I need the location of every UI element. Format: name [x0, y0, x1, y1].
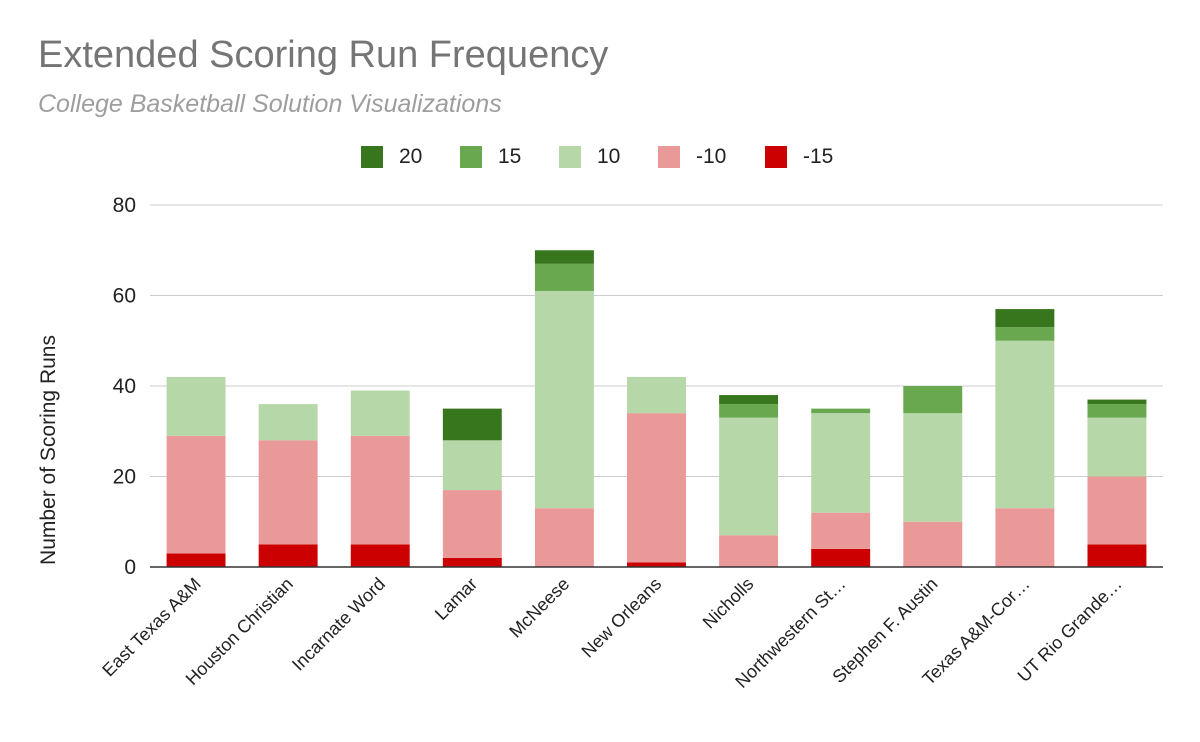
- legend-swatch: [765, 146, 787, 168]
- x-tick-label: Nicholls: [699, 574, 758, 633]
- legend-swatch: [559, 146, 581, 168]
- bar-segment[interactable]: [166, 553, 226, 567]
- bar-segment[interactable]: [350, 390, 410, 436]
- bar-segment[interactable]: [534, 508, 594, 567]
- bar-segment[interactable]: [442, 408, 502, 441]
- bar-segment[interactable]: [811, 512, 871, 549]
- legend-swatch: [658, 146, 680, 168]
- chart-subtitle: College Basketball Solution Visualizatio…: [38, 90, 502, 118]
- legend-label: 15: [498, 145, 522, 168]
- bar-segment[interactable]: [811, 548, 871, 567]
- bar-segment[interactable]: [627, 413, 686, 563]
- x-tick-label: McNeese: [505, 574, 573, 642]
- bar-segment[interactable]: [166, 376, 226, 436]
- bar-segment[interactable]: [719, 395, 779, 405]
- bar-segment[interactable]: [1087, 404, 1147, 418]
- bar-segment[interactable]: [258, 440, 318, 545]
- bar-segment[interactable]: [811, 408, 871, 414]
- bar-segment[interactable]: [350, 544, 410, 567]
- bar-segment[interactable]: [442, 440, 502, 491]
- legend-item-15[interactable]: 15: [460, 143, 521, 171]
- bars: [166, 250, 1147, 567]
- y-tick-label: 20: [113, 466, 136, 489]
- bar-segment[interactable]: [350, 435, 410, 545]
- legend-label: 10: [597, 145, 621, 168]
- bar-segment[interactable]: [1087, 544, 1147, 567]
- y-tick-label: 0: [124, 556, 136, 579]
- bar-segment[interactable]: [719, 535, 779, 567]
- legend-swatch: [361, 146, 383, 168]
- chart-title: Extended Scoring Run Frequency: [38, 34, 609, 76]
- bar-segment[interactable]: [258, 404, 318, 441]
- legend-label: 20: [399, 145, 423, 168]
- legend: 20 15 10 -10 -15: [0, 143, 1200, 171]
- bar-segment[interactable]: [995, 309, 1055, 328]
- bar-segment[interactable]: [442, 490, 502, 558]
- bar-segment[interactable]: [903, 521, 963, 567]
- x-tick-label: New Orleans: [578, 574, 666, 662]
- x-tick-label: Incarnate Word: [288, 574, 389, 675]
- bar-segment[interactable]: [442, 557, 502, 567]
- bar-segment[interactable]: [534, 290, 594, 509]
- bar-segment[interactable]: [1087, 399, 1147, 405]
- bar-segment[interactable]: [903, 413, 963, 522]
- bar-segment[interactable]: [995, 327, 1055, 341]
- bar-segment[interactable]: [534, 263, 594, 291]
- y-axis-ticks: 0 20 40 60 80: [113, 194, 136, 579]
- bar-segment[interactable]: [1087, 417, 1147, 477]
- bar-segment[interactable]: [719, 404, 779, 418]
- bar-segment[interactable]: [719, 417, 779, 536]
- y-tick-label: 80: [113, 194, 136, 217]
- legend-item-20[interactable]: 20: [361, 143, 422, 171]
- bar-segment[interactable]: [995, 340, 1055, 509]
- y-axis-label: Number of Scoring Runs: [37, 335, 60, 565]
- legend-swatch: [460, 146, 482, 168]
- legend-item-neg10[interactable]: -10: [658, 143, 726, 171]
- y-tick-label: 40: [113, 375, 136, 398]
- bar-segment[interactable]: [627, 376, 686, 414]
- bar-segment[interactable]: [995, 508, 1055, 567]
- y-tick-label: 60: [113, 285, 136, 308]
- bar-segment[interactable]: [1087, 476, 1147, 545]
- bar-segment[interactable]: [903, 386, 963, 414]
- bar-segment[interactable]: [627, 562, 686, 567]
- bar-segment[interactable]: [534, 250, 594, 264]
- bar-segment[interactable]: [811, 413, 871, 513]
- x-tick-label: East Texas A&M: [98, 574, 205, 681]
- legend-label: -15: [803, 145, 834, 168]
- bar-segment[interactable]: [258, 544, 318, 567]
- legend-item-10[interactable]: 10: [559, 143, 620, 171]
- legend-label: -10: [696, 145, 727, 168]
- x-tick-label: Lamar: [431, 574, 481, 624]
- bar-segment[interactable]: [166, 435, 226, 554]
- legend-item-neg15[interactable]: -15: [765, 143, 833, 171]
